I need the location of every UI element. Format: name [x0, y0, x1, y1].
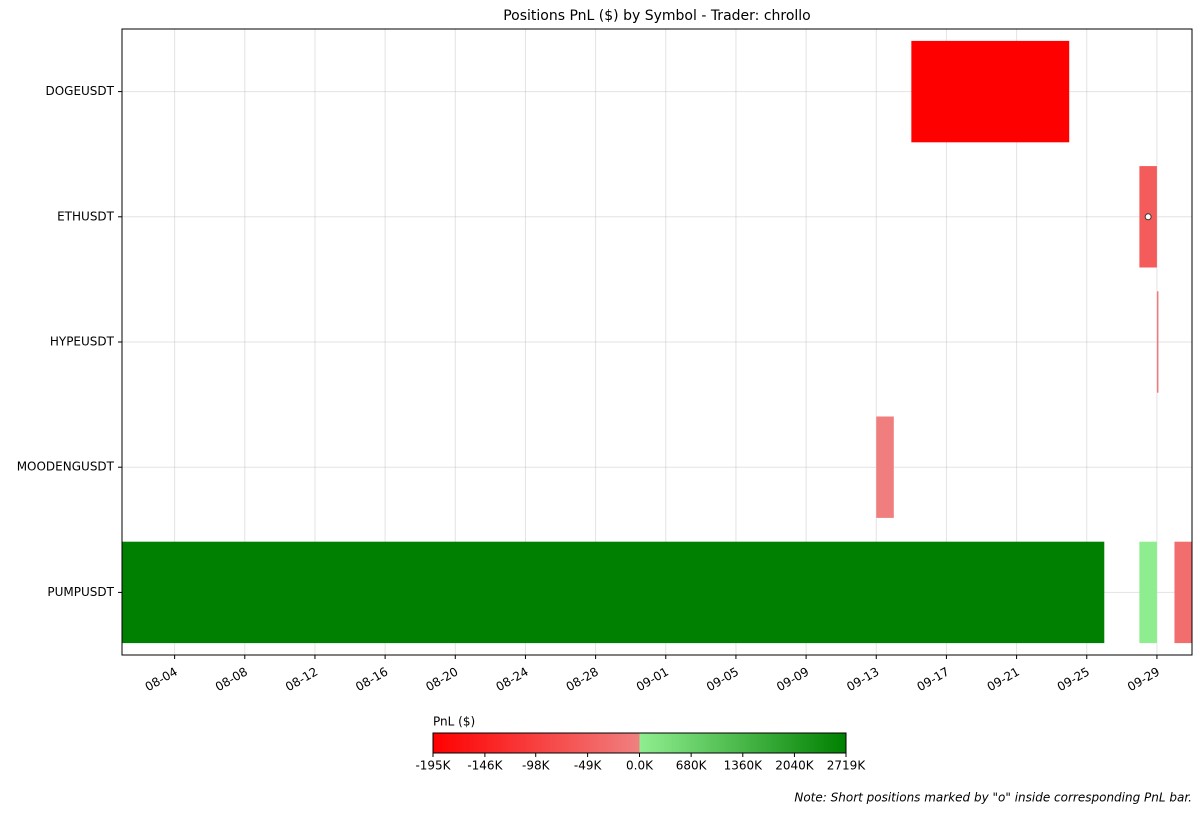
colorbar-label: PnL ($): [433, 715, 475, 729]
x-tick-label: 09-09: [774, 665, 811, 695]
x-tick-label: 08-28: [564, 665, 601, 695]
x-tick-label: 09-29: [1125, 665, 1162, 695]
x-tick-label: 09-17: [914, 665, 951, 695]
colorbar-neg: [433, 733, 640, 753]
colorbar-tick-label: 1360K: [724, 759, 764, 773]
y-tick-label: MOODENGUSDT: [17, 460, 115, 474]
x-tick-label: 08-12: [283, 665, 320, 695]
chart-title: Positions PnL ($) by Symbol - Trader: ch…: [503, 8, 811, 24]
pnl-bar: [1174, 541, 1192, 644]
y-tick-label: HYPEUSDT: [50, 335, 115, 349]
x-tick-label: 09-01: [634, 665, 671, 695]
colorbar-tick-label: -49K: [574, 759, 603, 773]
colorbar-tick-label: 2040K: [775, 759, 815, 773]
x-tick-label: 09-13: [844, 665, 881, 695]
colorbar-tick-label: 0.0K: [626, 759, 654, 773]
x-tick-label: 09-21: [985, 665, 1022, 695]
colorbar-pos: [639, 733, 846, 753]
y-tick-label: PUMPUSDT: [47, 585, 114, 599]
colorbar-tick-label: 680K: [676, 759, 708, 773]
pnl-bar: [1139, 541, 1157, 644]
colorbar-tick-label: -146K: [467, 759, 503, 773]
y-tick-label: DOGEUSDT: [45, 84, 114, 98]
pnl-bar: [876, 416, 894, 518]
pnl-bar: [122, 541, 1105, 644]
colorbar-tick-label: -98K: [522, 759, 551, 773]
pnl-bar: [911, 40, 1070, 143]
x-tick-label: 08-20: [423, 665, 460, 695]
note: Note: Short positions marked by "o" insi…: [794, 791, 1192, 805]
y-tick-label: ETHUSDT: [57, 209, 115, 223]
plot-frame: [121, 28, 1193, 656]
pnl-bar: [1156, 291, 1159, 393]
colorbar-tick-label: 2719K: [827, 759, 867, 773]
short-marker: [1144, 213, 1152, 221]
x-tick-label: 08-04: [143, 665, 180, 695]
x-tick-label: 08-16: [353, 665, 390, 695]
x-tick-label: 08-24: [493, 665, 530, 695]
x-tick-label: 09-05: [704, 665, 741, 695]
colorbar-tick-label: -195K: [415, 759, 451, 773]
x-tick-label: 09-25: [1055, 665, 1092, 695]
x-tick-label: 08-08: [213, 665, 250, 695]
